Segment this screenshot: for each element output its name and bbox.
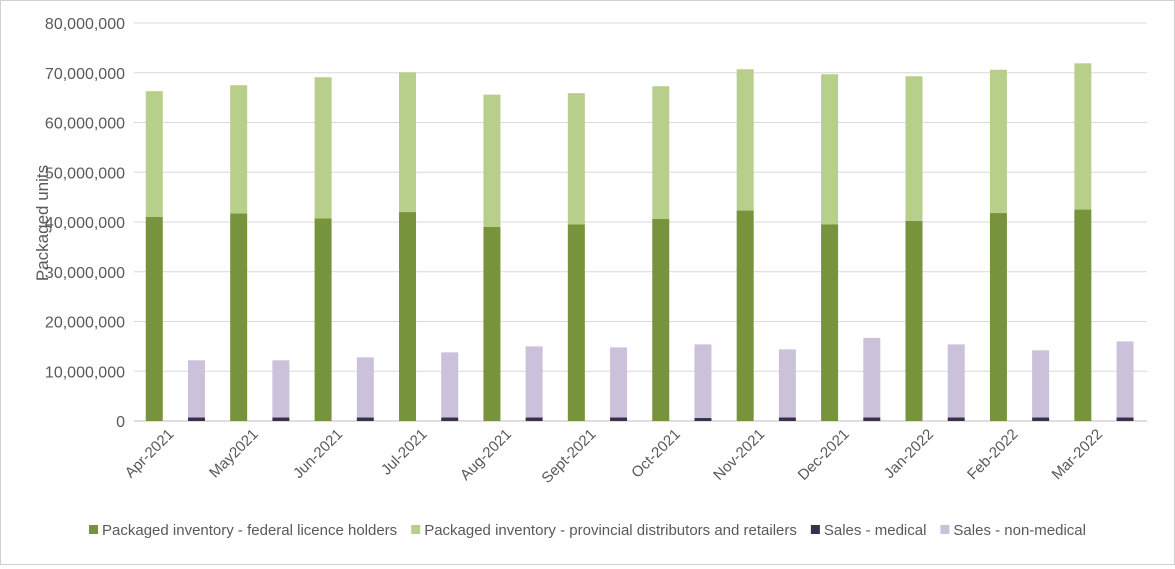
bar-segment bbox=[399, 212, 417, 421]
bar-segment bbox=[610, 417, 628, 421]
bar-segment bbox=[483, 226, 501, 421]
bar-segment bbox=[694, 418, 712, 421]
bar-segment bbox=[525, 417, 543, 421]
bar-segment bbox=[778, 349, 796, 418]
bar-segment bbox=[778, 417, 796, 421]
bar-segment bbox=[947, 417, 965, 421]
bar-segment bbox=[1032, 350, 1050, 418]
x-tick-label: Jun-2021 bbox=[290, 426, 346, 482]
bar-segment bbox=[399, 72, 417, 213]
legend-swatch bbox=[810, 525, 820, 534]
bar-segment bbox=[314, 77, 332, 219]
bar-segment bbox=[947, 344, 965, 418]
x-tick-label: Apr-2021 bbox=[122, 426, 178, 482]
legend-swatch bbox=[411, 525, 421, 534]
legend-swatch bbox=[89, 525, 99, 534]
legend-item: Packaged inventory - federal licence hol… bbox=[89, 522, 397, 539]
x-tick-label: Oct-2021 bbox=[628, 426, 684, 482]
x-tick-label: May2021 bbox=[206, 426, 262, 482]
x-tick-label: Sept-2021 bbox=[538, 426, 599, 487]
bar-segment bbox=[314, 218, 332, 421]
y-axis-ticks: 0 10,000,000 20,000,000 30,000,000 40,000,00… bbox=[45, 16, 125, 431]
y-tick-label: 80,000,000 bbox=[45, 16, 125, 33]
legend: Packaged inventory - federal licence hol… bbox=[89, 522, 1086, 539]
bar-segment bbox=[736, 210, 754, 421]
bar-segment bbox=[356, 417, 374, 421]
bar-segment bbox=[187, 360, 205, 418]
bar-segment bbox=[1074, 63, 1092, 210]
bar-segment bbox=[525, 346, 543, 418]
legend-label: Packaged inventory - provincial distribu… bbox=[424, 522, 797, 539]
y-tick-label: 60,000,000 bbox=[45, 116, 125, 133]
x-tick-label: Dec-2021 bbox=[795, 426, 853, 484]
bars bbox=[145, 63, 1134, 421]
bar-segment bbox=[145, 217, 163, 421]
bar-segment bbox=[230, 85, 248, 214]
bar-segment bbox=[272, 360, 290, 418]
bar-segment bbox=[736, 69, 754, 211]
y-axis-label: Packaged units bbox=[33, 165, 52, 281]
bar-segment bbox=[821, 224, 839, 421]
bar-segment bbox=[1116, 341, 1134, 418]
bar-segment bbox=[989, 69, 1007, 214]
bar-segment bbox=[694, 344, 712, 419]
x-tick-label: Jul-2021 bbox=[378, 426, 431, 479]
bar-segment bbox=[567, 224, 585, 421]
bar-segment bbox=[863, 337, 881, 418]
y-tick-label: 30,000,000 bbox=[45, 265, 125, 282]
bar-segment bbox=[230, 213, 248, 421]
bar-segment bbox=[652, 86, 670, 220]
bar-segment bbox=[989, 213, 1007, 421]
bar-segment bbox=[652, 219, 670, 421]
bar-segment bbox=[1074, 209, 1092, 421]
y-tick-label: 40,000,000 bbox=[45, 215, 125, 232]
bar-segment bbox=[356, 357, 374, 418]
x-tick-label: Nov-2021 bbox=[710, 426, 768, 484]
bar-segment bbox=[187, 417, 205, 421]
legend-label: Sales - non-medical bbox=[953, 522, 1086, 539]
legend-item: Sales - non-medical bbox=[940, 522, 1086, 539]
x-tick-label: Feb-2022 bbox=[964, 426, 1021, 483]
legend-item: Packaged inventory - provincial distribu… bbox=[411, 522, 797, 539]
y-tick-label: 10,000,000 bbox=[45, 364, 125, 381]
bar-segment bbox=[863, 417, 881, 421]
bar-segment bbox=[610, 347, 628, 418]
y-tick-label: 70,000,000 bbox=[45, 66, 125, 83]
x-tick-label: Mar-2022 bbox=[1049, 426, 1106, 483]
y-tick-label: 50,000,000 bbox=[45, 165, 125, 182]
bar-segment bbox=[1116, 417, 1134, 421]
x-tick-label: Jan-2022 bbox=[881, 426, 937, 482]
bar-segment bbox=[1032, 417, 1050, 421]
bar-segment bbox=[145, 91, 163, 218]
bar-segment bbox=[483, 94, 501, 227]
bar-segment bbox=[441, 417, 459, 421]
x-axis-ticks: Apr-2021 May2021 Jun-2021 Jul-2021 Aug-2021 S… bbox=[122, 426, 1106, 487]
bar-segment bbox=[441, 352, 459, 418]
bar-segment bbox=[905, 221, 923, 421]
y-tick-label: 0 bbox=[116, 414, 125, 431]
y-tick-label: 20,000,000 bbox=[45, 315, 125, 332]
bar-segment bbox=[272, 417, 290, 421]
legend-swatch bbox=[940, 525, 950, 534]
gridlines bbox=[134, 22, 1147, 422]
x-tick-label: Aug-2021 bbox=[457, 426, 515, 484]
legend-label: Sales - medical bbox=[824, 522, 927, 539]
bar-segment bbox=[821, 74, 839, 225]
legend-label: Packaged inventory - federal licence hol… bbox=[102, 522, 397, 539]
bar-segment bbox=[567, 93, 585, 225]
legend-item: Sales - medical bbox=[810, 522, 927, 539]
bar-segment bbox=[905, 76, 923, 222]
